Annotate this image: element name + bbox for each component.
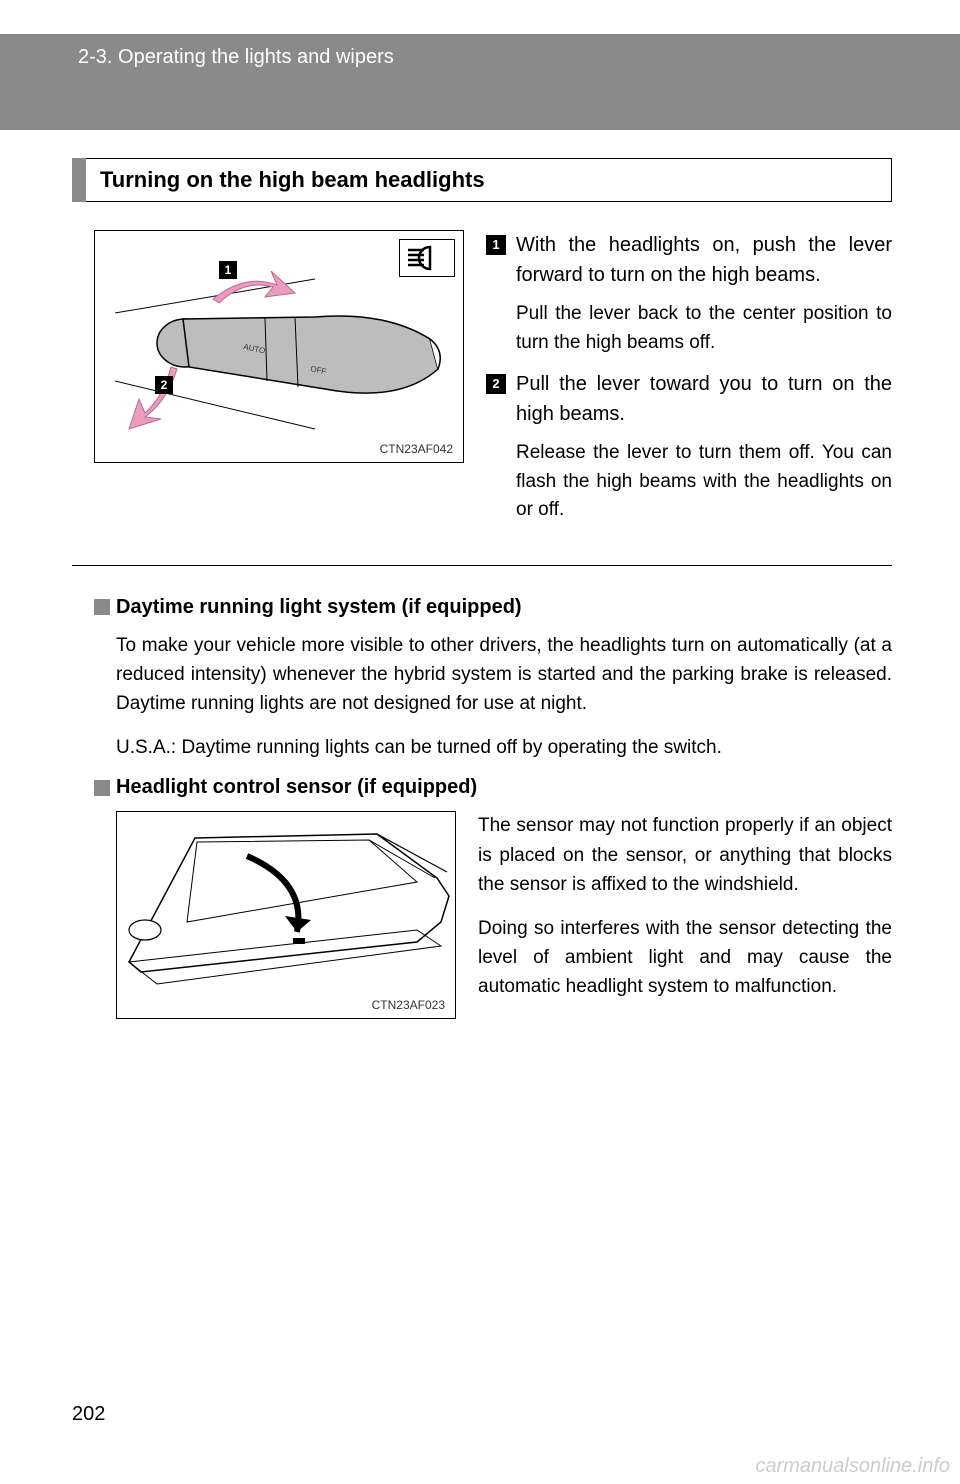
bullet-square-icon [94, 599, 110, 615]
sensor-figure: CTN23AF023 [116, 811, 456, 1019]
header-section-label: 2-3. Operating the lights and wipers [78, 46, 394, 69]
windshield-illustration [117, 812, 457, 1020]
figure-instruction-row: AUTO OFF 1 2 CTN23AF042 1 With the headl… [72, 230, 892, 537]
section-title-box: Turning on the high beam headlights [72, 158, 892, 202]
figure2-caption: CTN23AF023 [372, 998, 445, 1012]
section-divider [72, 565, 892, 566]
sensor-heading: Headlight control sensor (if equipped) [94, 776, 892, 799]
drl-title: Daytime running light system (if equippe… [116, 596, 522, 619]
instruction-2: 2 Pull the lever toward you to turn on t… [486, 369, 892, 429]
instruction-1: 1 With the headlights on, push the lever… [486, 230, 892, 290]
sensor-para1: The sensor may not function properly if … [478, 811, 892, 899]
drl-para2: U.S.A.: Daytime running lights can be tu… [116, 733, 892, 762]
instruction-2-marker: 2 [486, 374, 506, 394]
figure1-caption: CTN23AF042 [380, 442, 453, 456]
figure-marker-1: 1 [219, 261, 237, 279]
drl-heading: Daytime running light system (if equippe… [94, 596, 892, 619]
page-number: 202 [72, 1403, 105, 1426]
instruction-2-sub: Release the lever to turn them off. You … [516, 439, 892, 525]
instruction-1-sub: Pull the lever back to the center positi… [516, 300, 892, 357]
sensor-text-column: The sensor may not function properly if … [478, 811, 892, 1019]
drl-para1: To make your vehicle more visible to oth… [116, 631, 892, 719]
figure-marker-2: 2 [155, 376, 173, 394]
bullet-square-icon [94, 780, 110, 796]
watermark: carmanualsonline.info [755, 1455, 950, 1478]
instruction-column: 1 With the headlights on, push the lever… [486, 230, 892, 537]
lever-illustration: AUTO OFF [115, 261, 445, 451]
section-title: Turning on the high beam headlights [100, 167, 485, 193]
instruction-1-marker: 1 [486, 235, 506, 255]
header-number: 2-3. [78, 46, 112, 68]
sensor-title: Headlight control sensor (if equipped) [116, 776, 477, 799]
section-title-accent [72, 158, 86, 202]
subsection-drl: Daytime running light system (if equippe… [94, 596, 892, 763]
lever-figure: AUTO OFF 1 2 CTN23AF042 [94, 230, 464, 463]
subsection-sensor: Headlight control sensor (if equipped) [94, 776, 892, 1019]
instruction-2-text: Pull the lever toward you to turn on the… [516, 369, 892, 429]
sensor-row: CTN23AF023 The sensor may not function p… [116, 811, 892, 1019]
sensor-para2: Doing so interferes with the sensor dete… [478, 914, 892, 1002]
instruction-1-text: With the headlights on, push the lever f… [516, 230, 892, 290]
header-title: Operating the lights and wipers [118, 46, 394, 68]
page-content: Turning on the high beam headlights [72, 158, 892, 1019]
